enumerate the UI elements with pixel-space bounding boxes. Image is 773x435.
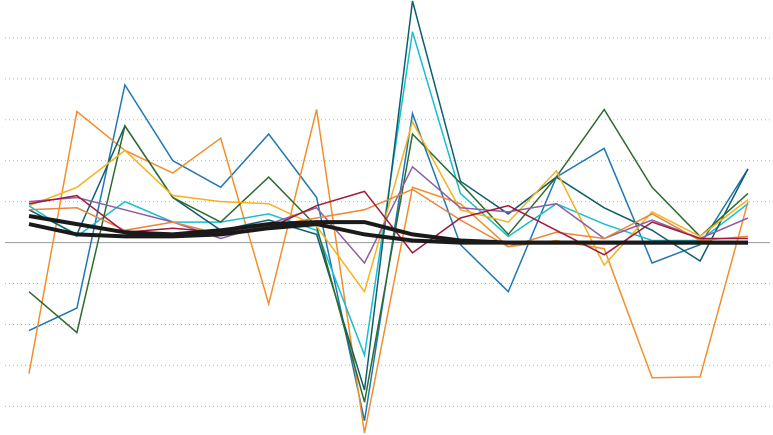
series-line-8 — [28, 188, 749, 248]
series-line-9 — [28, 190, 748, 256]
series-line-11 — [28, 222, 748, 245]
series-line-7 — [28, 165, 749, 265]
series-lines — [28, 0, 749, 434]
gridlines — [5, 37, 770, 407]
series-line-4 — [28, 0, 749, 391]
series-line-1 — [28, 82, 749, 421]
series-line-5 — [28, 108, 749, 403]
